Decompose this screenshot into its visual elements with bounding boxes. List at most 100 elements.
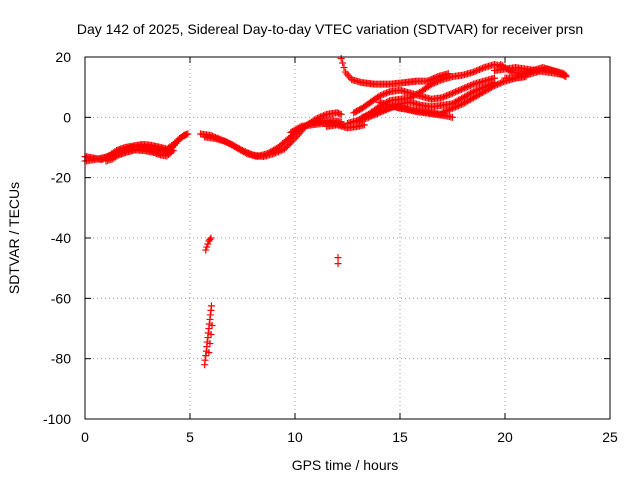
x-tick-label: 25 — [602, 429, 618, 445]
data-point-track-5 — [264, 150, 272, 158]
y-tick-label: -100 — [43, 411, 71, 427]
x-tick-label: 10 — [287, 429, 303, 445]
data-point-track-6 — [291, 126, 299, 134]
data-point-track-5 — [231, 143, 239, 151]
data-point-track-9 — [378, 91, 386, 99]
data-point-track-13 — [458, 100, 465, 108]
data-point-track-8 — [479, 64, 486, 72]
data-point-track-13 — [479, 89, 486, 97]
data-point-track-13 — [485, 85, 492, 93]
y-tick-label: -40 — [51, 230, 71, 246]
data-point-track-9 — [464, 83, 471, 91]
data-point-track-13 — [495, 80, 503, 88]
data-point-track-5 — [223, 138, 231, 146]
data-point-track-10 — [468, 89, 476, 97]
data-point-track-13 — [465, 96, 473, 104]
data-point-track-17 — [360, 121, 368, 129]
data-point-track-13 — [438, 109, 446, 117]
data-point-track-9 — [467, 81, 474, 89]
data-point-track-7 — [339, 59, 347, 67]
grid — [85, 57, 610, 419]
data-point-track-4 — [321, 111, 329, 119]
data-point-track-8 — [428, 80, 435, 88]
data-point-track-13 — [456, 101, 464, 109]
data-point-track-5 — [225, 139, 233, 147]
data-point-track-10 — [459, 94, 467, 102]
data-point-track-10 — [461, 93, 468, 101]
data-point-isolated — [334, 260, 342, 268]
data-point-track-9 — [440, 93, 447, 101]
data-point-track-10 — [465, 90, 473, 98]
data-point-track-5 — [267, 148, 275, 156]
data-point-track-5 — [235, 145, 243, 153]
data-point-track-5 — [270, 146, 278, 154]
data-point-track-13 — [483, 86, 491, 94]
data-point-track-13 — [494, 80, 501, 88]
data-point-track-9 — [380, 90, 387, 98]
data-point-track-7 — [423, 77, 431, 85]
data-point-isolated — [206, 340, 214, 348]
data-point-track-11 — [378, 106, 386, 114]
data-point-track-11 — [369, 110, 377, 118]
data-point-isolated — [207, 331, 215, 339]
data-point-track-8 — [474, 66, 482, 74]
data-point-track-9 — [438, 94, 446, 102]
data-point-track-10 — [462, 92, 470, 100]
data-point-isolated — [202, 352, 210, 360]
data-point-track-10 — [464, 91, 471, 99]
data-point-track-13 — [450, 104, 458, 112]
data-point-track-5 — [228, 141, 236, 149]
data-point-track-13 — [453, 102, 461, 110]
data-point-track-13 — [497, 79, 504, 87]
data-point-track-9 — [452, 88, 459, 96]
data-point-isolated — [207, 302, 215, 310]
data-point-track-13 — [461, 99, 468, 107]
data-point-track-8 — [431, 79, 438, 87]
data-point-track-9 — [450, 89, 458, 97]
data-point-track-4 — [281, 145, 288, 153]
data-point-track-9 — [446, 90, 453, 98]
data-point-track-8 — [473, 67, 480, 75]
x-axis-label: GPS time / hours — [292, 457, 399, 473]
data-point-track-7 — [340, 64, 348, 72]
data-point-track-8 — [432, 78, 440, 86]
data-point-track-3 — [113, 152, 121, 160]
data-point-track-13 — [474, 91, 482, 99]
data-point-track-13 — [488, 83, 495, 91]
data-point-track-3 — [168, 148, 176, 156]
data-point-track-4 — [284, 142, 291, 150]
data-point-track-5 — [229, 142, 237, 150]
data-point-track-5 — [241, 149, 249, 157]
data-point-track-13 — [468, 95, 476, 103]
data-point-isolated — [208, 321, 216, 329]
data-point-track-5 — [240, 148, 248, 156]
data-point-track-5 — [234, 144, 242, 152]
data-point-track-4 — [337, 110, 345, 118]
data-point-track-13 — [446, 106, 453, 114]
data-point-track-9 — [443, 92, 450, 100]
data-point-track-11 — [449, 113, 456, 121]
data-point-track-11 — [372, 109, 380, 117]
y-tick-label: 20 — [55, 49, 71, 65]
data-point-track-5 — [238, 147, 246, 155]
x-tick-label: 15 — [392, 429, 408, 445]
data-point-track-13 — [452, 103, 459, 111]
x-tick-label: 0 — [81, 429, 89, 445]
data-point-track-13 — [471, 93, 479, 101]
data-point-isolated — [207, 234, 215, 242]
y-tick-label: -20 — [51, 170, 71, 186]
data-point-isolated — [202, 246, 210, 254]
data-point-track-13 — [476, 90, 483, 98]
data-point-track-8 — [429, 80, 437, 88]
data-point-track-8 — [435, 77, 443, 85]
data-point-track-13 — [477, 89, 485, 97]
data-point-track-5 — [265, 149, 273, 157]
data-point-track-9 — [381, 90, 389, 98]
data-point-isolated — [206, 236, 214, 244]
data-point-track-9 — [468, 81, 476, 89]
data-point-track-4 — [285, 140, 293, 148]
data-point-track-16 — [561, 72, 568, 80]
data-point-track-11 — [376, 107, 384, 115]
data-point-track-13 — [459, 100, 467, 108]
